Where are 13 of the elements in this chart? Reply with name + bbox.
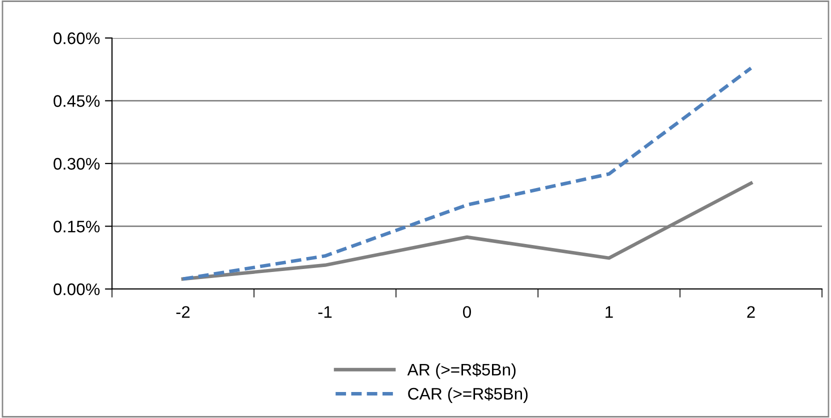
y-tick-label: 0.60%: [54, 32, 100, 44]
x-tick-label: -2: [176, 306, 190, 318]
x-tick-label: 1: [606, 306, 613, 318]
y-tick-label: 0.00%: [54, 283, 100, 296]
legend-label: CAR (>=R$5Bn): [408, 387, 528, 403]
legend-label: AR (>=R$5Bn): [407, 363, 516, 379]
y-tick-label: 0.45%: [54, 95, 100, 107]
line-series: [181, 66, 753, 281]
x-tick-label: 2: [747, 306, 755, 318]
x-tick-label: -1: [318, 306, 332, 318]
y-tick-label: 0.30%: [54, 158, 100, 170]
x-tick-label: 0: [463, 306, 471, 318]
y-tick-label: 0.15%: [54, 220, 100, 232]
